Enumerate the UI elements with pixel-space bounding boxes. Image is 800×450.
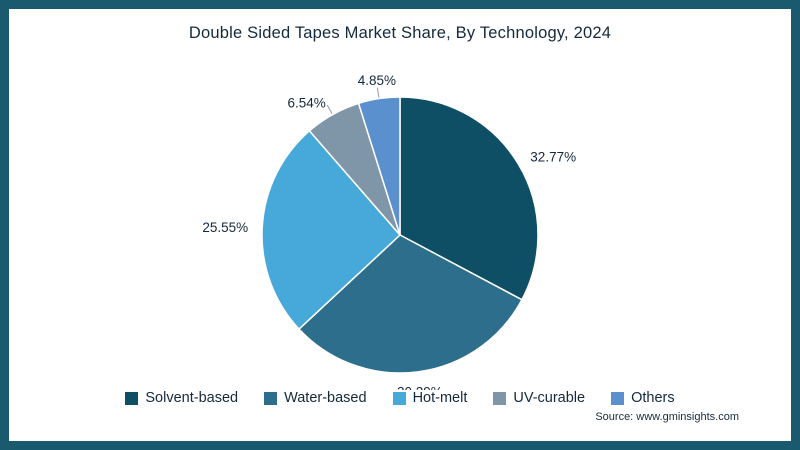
label-leader-line [376,87,380,98]
legend-label: UV-curable [513,390,586,406]
legend-item-water-based: Water-based [264,390,367,406]
pie-slice-others [357,96,401,236]
label-leader-line [326,104,333,114]
legend-label: Water-based [284,390,367,406]
legend-item-uv-curable: UV-curable [493,390,585,406]
pie-chart: 32.77% 30.29% 25.55% 6.54% 4.85% [202,73,576,390]
slice-label: 4.85% [358,73,396,88]
legend-swatch [125,391,139,405]
legend-swatch [392,391,406,405]
slice-label: 30.29% [397,385,443,390]
slice-label: 32.77% [530,150,576,165]
chart-title: Double Sided Tapes Market Share, By Tech… [188,24,612,42]
pie-slice-solvent-based [399,96,539,301]
legend-label: Hot-melt [412,390,468,406]
legend-label: Others [631,390,675,406]
legend-label: Solvent-based [145,390,239,406]
legend-swatch [611,391,625,405]
legend-swatch [493,391,507,405]
source-note: Source: www.gminsights.com [595,411,739,423]
slice-label: 6.54% [288,95,326,110]
legend: Solvent-based Water-based Hot-melt UV-curab… [9,390,791,406]
pie-slice-hot-melt [261,129,402,331]
legend-item-hot-melt: Hot-melt [392,390,468,406]
legend-item-others: Others [611,390,675,406]
slice-label: 25.55% [202,220,248,235]
legend-swatch [264,391,278,405]
pie-slice-water-based [297,234,523,374]
legend-item-solvent-based: Solvent-based [125,390,238,406]
